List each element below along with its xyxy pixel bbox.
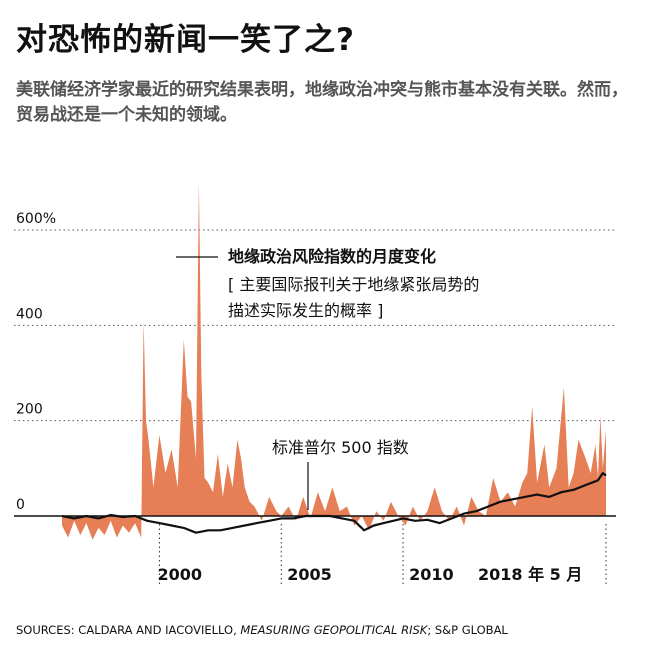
sp500-polyline [61,472,607,534]
y-tick-label-0: 0 [16,497,25,513]
grid [14,229,616,422]
y-tick-label-200: 200 [16,402,43,418]
source-prefix: SOURCES: CALDARA AND IACOVIELLO, [16,623,241,637]
risk-note-line-1: [ 主要国际报刊关于地缘紧张局势的 [228,275,479,294]
axes [14,515,616,584]
x-tick-label-1: 2005 [287,565,332,584]
sp500-line [61,472,607,534]
y-tick-label-400: 400 [16,306,43,322]
labels: 0 200 400 600% 2000 2005 2010 2018 年 5 月 地缘政治风险指… [16,211,582,584]
risk-series-title: 地缘政治风险指数的月度变化 [228,247,436,266]
risk-area-path [62,182,606,540]
sp500-label: 标准普尔 500 指数 [272,438,409,457]
page-subtitle: 美联储经济学家最近的研究结果表明，地缘政治冲突与熊市基本没有关联。然而，贸易战还… [16,80,628,125]
risk-note-line-2: 描述实际发生的概率 ] [228,301,383,320]
page-title: 对恐怖的新闻一笑了之? [16,22,355,58]
source-suffix: ; S&P GLOBAL [427,623,508,637]
source-italic: MEASURING GEOPOLITICAL RISK [240,623,428,637]
x-tick-label-3: 2018 年 5 月 [478,565,582,584]
y-tick-label-600%: 600% [16,211,56,227]
x-tick-label-2: 2010 [409,565,454,584]
risk-area [62,182,606,540]
source-note: SOURCES: CALDARA AND IACOVIELLO, MEASURI… [16,623,508,637]
x-tick-label-0: 2000 [157,565,202,584]
